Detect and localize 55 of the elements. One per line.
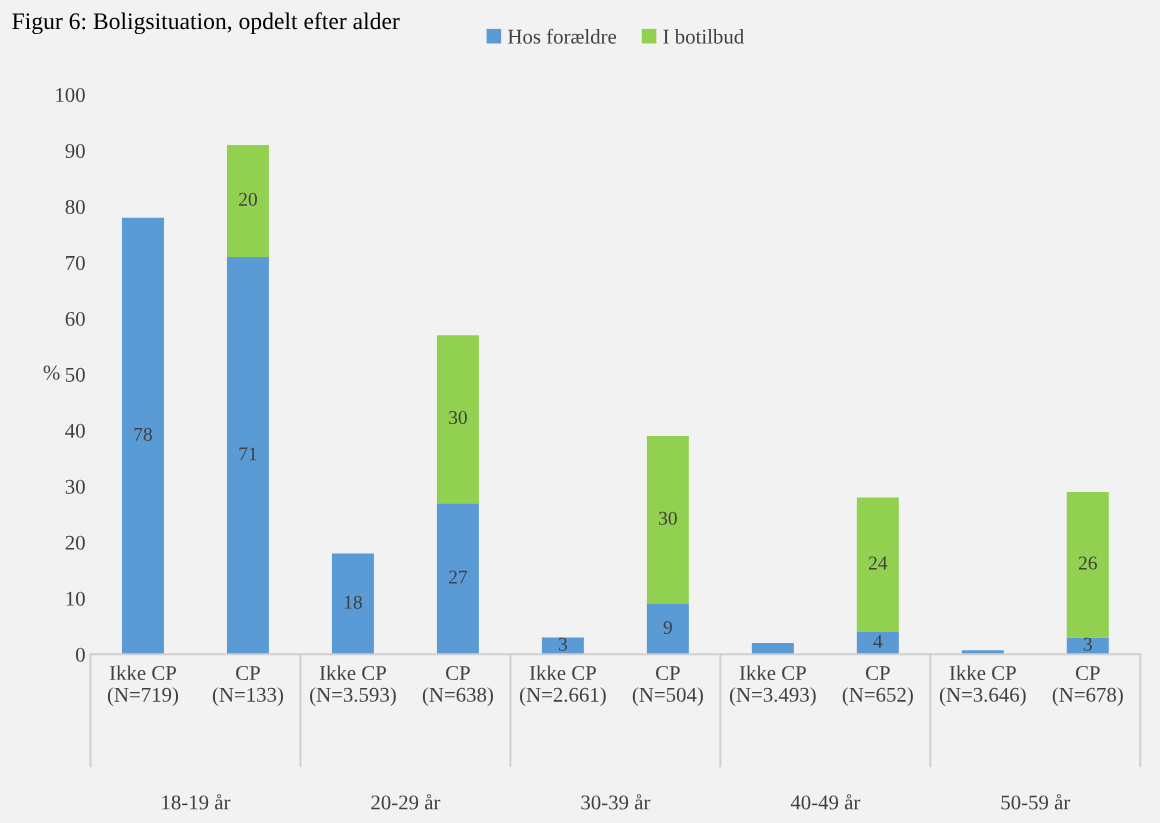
y-tick-label: 90 — [65, 143, 85, 159]
text: 50-59 år — [1001, 794, 1071, 810]
x-tick-label: Ikke CP (N=3.493) — [729, 665, 816, 707]
x-tick-label: CP (N=504) — [632, 666, 703, 707]
data-label: 24 — [868, 556, 888, 570]
data-label: 9 — [663, 620, 672, 634]
data-label: 18 — [344, 595, 362, 609]
data-label: 78 — [134, 427, 152, 441]
text: 30-39 år — [581, 794, 651, 810]
bar — [331, 553, 374, 655]
y-tick-label: 30 — [65, 479, 85, 494]
bar — [856, 497, 899, 632]
y-tick-label: 80 — [65, 199, 85, 215]
x-tick-label: CP (N=652) — [842, 666, 913, 707]
chart-title: Figur 6: Boligsituation, opdelt efter alder — [12, 12, 400, 35]
data-label: 3 — [558, 637, 567, 651]
data-label: 71 — [239, 447, 257, 461]
x-tick-label: Ikke CP (N=719) — [107, 665, 179, 707]
y-tick-label: 40 — [65, 423, 85, 438]
y-axis-title: % — [43, 365, 60, 380]
legend-label: I botilbud — [663, 29, 744, 44]
data-label: 26 — [1078, 556, 1097, 570]
y-tick-label: 20 — [65, 535, 85, 550]
data-label: 27 — [449, 570, 468, 584]
bar — [646, 436, 689, 604]
text: 18-19 år — [162, 794, 231, 810]
legend-label: Hos forældre — [508, 28, 617, 44]
y-tick-label: 70 — [66, 255, 85, 270]
bar — [436, 335, 479, 504]
x-tick-label: Ikke CP (N=3.593) — [310, 665, 396, 707]
bar — [226, 256, 269, 655]
x-tick-label: CP (N=133) — [212, 666, 283, 707]
bar — [436, 503, 479, 655]
data-label: 3 — [1083, 637, 1092, 651]
data-label: 4 — [873, 634, 883, 648]
y-tick-label: 50 — [66, 367, 85, 382]
bar — [1066, 637, 1109, 655]
data-label: 30 — [449, 410, 467, 425]
x-tick-label: CP (N=638) — [422, 666, 493, 707]
y-tick-label: 10 — [66, 591, 85, 606]
data-label: 30 — [659, 511, 677, 525]
bar — [646, 603, 689, 655]
y-tick-label: 60 — [65, 311, 85, 326]
x-tick-label: CP (N=678) — [1052, 666, 1123, 707]
bar — [1066, 491, 1109, 638]
data-label: 20 — [239, 192, 257, 206]
x-tick-label: Ikke CP (N=3.646) — [939, 665, 1026, 707]
bar — [121, 217, 164, 655]
text: 20-29 år — [371, 794, 441, 810]
bar — [226, 145, 269, 257]
text: 40-49 år — [790, 794, 861, 810]
y-tick-label: 100 — [56, 88, 85, 103]
y-tick-label: 0 — [76, 647, 85, 662]
x-tick-label: Ikke CP (N=2.661) — [520, 665, 606, 707]
bar — [541, 637, 584, 655]
